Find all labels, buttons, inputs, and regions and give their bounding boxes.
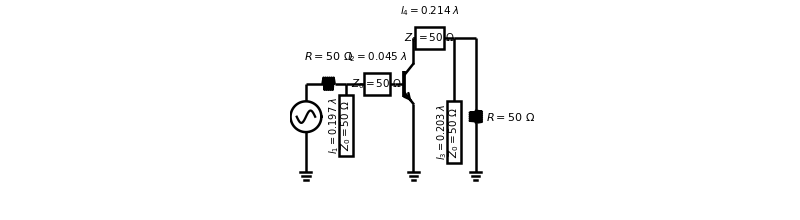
FancyBboxPatch shape bbox=[339, 95, 354, 156]
FancyBboxPatch shape bbox=[415, 27, 444, 49]
Text: $l_3=0.203\ \lambda$: $l_3=0.203\ \lambda$ bbox=[435, 104, 449, 160]
FancyBboxPatch shape bbox=[446, 101, 461, 163]
Text: $l_4=0.214\ \lambda$: $l_4=0.214\ \lambda$ bbox=[400, 4, 460, 18]
Text: $l_1=0.197\ \lambda$: $l_1=0.197\ \lambda$ bbox=[327, 97, 341, 154]
Text: $l_2=0.045\ \lambda$: $l_2=0.045\ \lambda$ bbox=[346, 50, 407, 64]
FancyBboxPatch shape bbox=[364, 73, 390, 95]
Text: $R=50\ \Omega$: $R=50\ \Omega$ bbox=[486, 111, 535, 123]
Text: $Z_0=50\ \Omega$: $Z_0=50\ \Omega$ bbox=[339, 100, 353, 151]
Text: $Z_0=50\ \Omega$: $Z_0=50\ \Omega$ bbox=[447, 107, 461, 158]
Text: $R=50\ \Omega$: $R=50\ \Omega$ bbox=[304, 50, 353, 62]
Text: $Z_0=50\ \Omega$: $Z_0=50\ \Omega$ bbox=[404, 31, 455, 44]
Text: $Z_0=50\ \Omega$: $Z_0=50\ \Omega$ bbox=[351, 77, 402, 91]
